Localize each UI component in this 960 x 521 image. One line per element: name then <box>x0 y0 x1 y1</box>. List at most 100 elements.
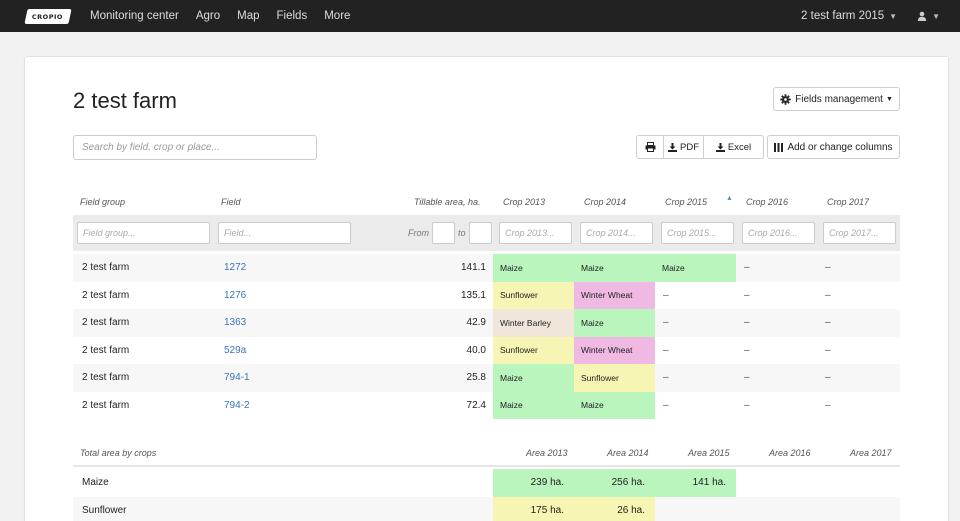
summary-header-2014: Area 2014 <box>607 448 649 458</box>
crop-cell: – <box>825 289 831 301</box>
area-to-input[interactable] <box>469 222 492 244</box>
excel-button[interactable]: Excel <box>704 136 763 158</box>
field-link[interactable]: 794-2 <box>224 399 250 411</box>
export-button-group: PDF Excel <box>636 135 764 159</box>
crop-cell: – <box>744 262 750 274</box>
search-input[interactable] <box>73 135 317 160</box>
nav-agro[interactable]: Agro <box>195 10 221 22</box>
field-link[interactable]: 1276 <box>224 289 247 301</box>
crop-2013-filter[interactable] <box>499 222 572 244</box>
crop-2014-filter[interactable] <box>580 222 653 244</box>
summary-area-cell: 239 ha. <box>493 469 574 497</box>
summary-title: Total area by crops <box>80 448 157 458</box>
crop-cell: – <box>744 317 750 329</box>
add-change-columns-label: Add or change columns <box>787 141 893 153</box>
area-cell: 25.8 <box>466 372 486 384</box>
table-row: 2 test farm 794-1 25.8 Maize Sunflower – – – <box>73 364 900 392</box>
user-icon <box>917 11 927 21</box>
field-group-filter[interactable] <box>77 222 210 244</box>
summary-row: Maize 239 ha. 256 ha. 141 ha. <box>73 469 900 497</box>
header-crop-2015[interactable]: Crop 2015 <box>665 197 708 207</box>
crop-cell: – <box>663 289 669 301</box>
header-crop-2014[interactable]: Crop 2014 <box>584 197 627 207</box>
nav-more[interactable]: More <box>324 10 351 22</box>
page-title: 2 test farm <box>73 88 177 113</box>
area-to-label: to <box>458 228 466 238</box>
download-icon <box>668 142 677 152</box>
crop-cell: – <box>744 344 750 356</box>
fields-management-button[interactable]: Fields management ▼ <box>773 87 900 111</box>
crop-cell: Maize <box>574 309 655 337</box>
field-link[interactable]: 1272 <box>224 262 247 274</box>
table-row: 2 test farm 1276 135.1 Sunflower Winter Whea… <box>73 281 900 309</box>
farm-selector-label: 2 test farm 2015 <box>801 10 885 22</box>
table-row: 2 test farm 529a 40.0 Sunflower Winter Wheat… <box>73 336 900 364</box>
add-change-columns-button[interactable]: Add or change columns <box>767 135 900 159</box>
crop-cell: – <box>663 344 669 356</box>
crop-cell: – <box>825 262 831 274</box>
cropio-logo[interactable]: CROPIO <box>24 8 72 24</box>
crop-cell: – <box>825 317 831 329</box>
crop-cell: Sunflower <box>493 281 574 309</box>
crop-cell: Maize <box>493 254 574 282</box>
summary-header-2015: Area 2015 <box>688 448 730 458</box>
crop-cell: – <box>744 372 750 384</box>
chevron-down-icon: ▼ <box>889 12 898 21</box>
crop-cell: Sunflower <box>574 364 655 392</box>
area-cell: 141.1 <box>460 262 486 274</box>
crop-cell: Maize <box>493 364 574 392</box>
area-cell: 42.9 <box>466 317 486 329</box>
content-card <box>24 56 949 521</box>
crop-2017-filter[interactable] <box>823 222 896 244</box>
area-cell: 135.1 <box>460 289 486 301</box>
field-group-cell: 2 test farm <box>82 372 130 384</box>
header-crop-2017[interactable]: Crop 2017 <box>827 197 870 207</box>
crop-cell: – <box>663 317 669 329</box>
columns-icon <box>774 142 784 152</box>
summary-row: Sunflower 175 ha. 26 ha. <box>73 496 900 521</box>
summary-area-cell: 141 ha. <box>655 469 736 497</box>
crop-2015-filter[interactable] <box>661 222 734 244</box>
crop-cell: – <box>825 344 831 356</box>
summary-header-row <box>73 443 900 467</box>
crop-cell: – <box>825 399 831 411</box>
header-tillable-area[interactable]: Tillable area, ha. <box>414 197 481 207</box>
field-filter[interactable] <box>218 222 351 244</box>
header-crop-2013[interactable]: Crop 2013 <box>503 197 546 207</box>
summary-area-cell: 256 ha. <box>574 469 655 497</box>
header-crop-2016[interactable]: Crop 2016 <box>746 197 789 207</box>
summary-crop-label: Sunflower <box>82 504 127 516</box>
field-link[interactable]: 529a <box>224 344 247 356</box>
crop-cell: – <box>825 372 831 384</box>
crop-2016-filter[interactable] <box>742 222 815 244</box>
crop-cell: Maize <box>574 391 655 419</box>
crop-cell: – <box>663 372 669 384</box>
area-from-label: From <box>408 228 429 238</box>
crop-cell: Maize <box>574 254 655 282</box>
area-from-input[interactable] <box>432 222 455 244</box>
field-link[interactable]: 794-1 <box>224 372 250 384</box>
gear-icon <box>780 93 791 105</box>
summary-header-2016: Area 2016 <box>769 448 811 458</box>
farm-selector[interactable]: 2 test farm 2015 ▼ <box>801 10 897 22</box>
print-icon <box>645 142 655 152</box>
print-button[interactable] <box>637 136 664 158</box>
header-field[interactable]: Field <box>221 197 241 207</box>
field-group-cell: 2 test farm <box>82 317 130 329</box>
chevron-down-icon: ▼ <box>932 11 940 21</box>
field-link[interactable]: 1363 <box>224 317 247 329</box>
logo-text: CROPIO <box>32 12 64 20</box>
user-menu-button[interactable]: ▼ <box>917 11 940 21</box>
pdf-button[interactable]: PDF <box>664 136 704 158</box>
crop-cell: – <box>663 399 669 411</box>
nav-fields[interactable]: Fields <box>276 10 308 22</box>
table-row: 2 test farm 794-2 72.4 Maize Maize – – – <box>73 391 900 419</box>
nav-map[interactable]: Map <box>237 10 260 22</box>
nav-monitoring-center[interactable]: Monitoring center <box>90 10 179 22</box>
header-field-group[interactable]: Field group <box>80 197 126 207</box>
summary-area-cell: 175 ha. <box>493 496 574 521</box>
top-navbar: CROPIO Monitoring center Agro Map Fields… <box>0 0 960 32</box>
crop-cell: – <box>744 289 750 301</box>
field-group-cell: 2 test farm <box>82 399 130 411</box>
chevron-down-icon: ▼ <box>885 95 893 103</box>
